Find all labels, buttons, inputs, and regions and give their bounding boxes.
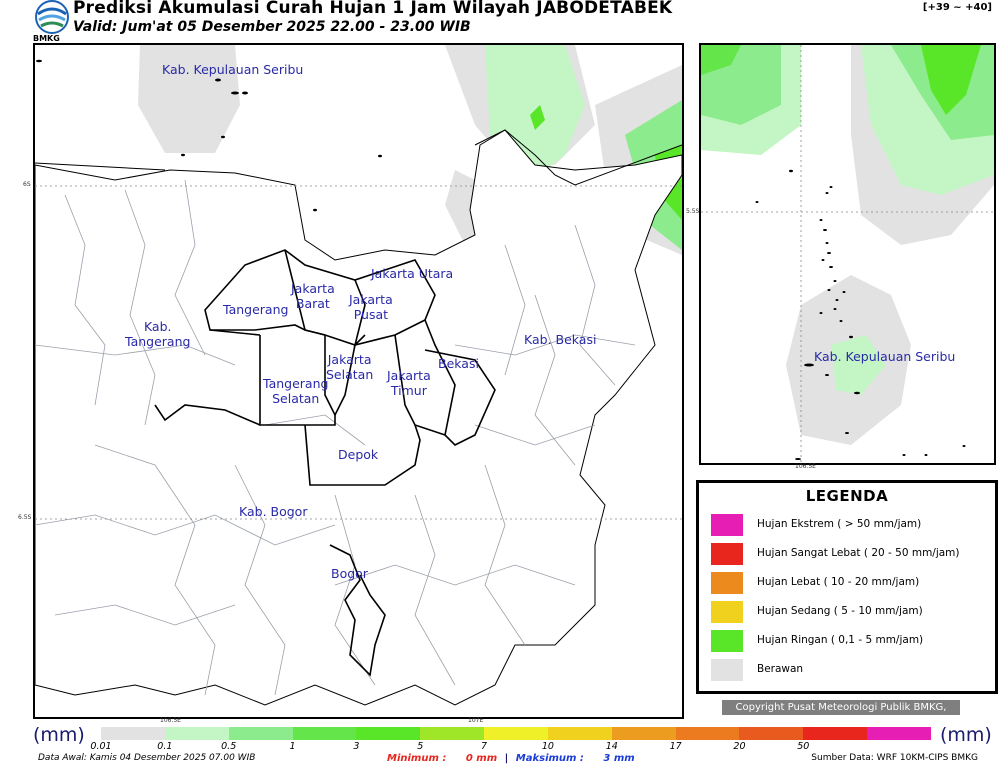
legend-item: Hujan Sangat Lebat ( 20 - 50 mm/jam) (711, 543, 991, 565)
maximum-value: 3 mm (603, 753, 635, 764)
cloud-area (138, 45, 240, 153)
colorbar-tick-label: 5 (417, 741, 424, 752)
colorbar-segment (228, 727, 293, 740)
colorbar-unit-right: (mm) (940, 724, 992, 746)
colorbar-segment (101, 727, 165, 740)
colorbar (101, 727, 931, 740)
legend-item: Hujan Lebat ( 10 - 20 mm/jam) (711, 572, 991, 594)
colorbar-segment (292, 727, 357, 740)
label-kab-bogor: Kab. Bogor (239, 504, 308, 519)
label-jakarta-barat: Jakarta Barat (291, 281, 335, 311)
colorbar-tick-label: 14 (605, 741, 618, 752)
legend-label: Hujan Ringan ( 0,1 - 5 mm/jam) (757, 634, 924, 646)
legend-label: Hujan Sangat Lebat ( 20 - 50 mm/jam) (757, 547, 960, 559)
inset-map[interactable]: Kab. Kepulauan Seribu (699, 43, 996, 465)
colorbar-unit-left: (mm) (33, 724, 85, 746)
colorbar-tick-label: 0.01 (90, 741, 112, 752)
legend-swatch (711, 543, 743, 565)
legend-swatch (711, 659, 743, 681)
label-kab-bekasi: Kab. Bekasi (524, 332, 597, 347)
legend-item: Hujan Sedang ( 5 - 10 mm/jam) (711, 601, 991, 623)
label-jakarta-selatan: Jakarta Selatan (326, 352, 374, 382)
label-bekasi: Bekasi (438, 356, 479, 371)
data-source: Sumber Data: WRF 10KM-CIPS BMKG (811, 753, 978, 763)
colorbar-segment (675, 727, 740, 740)
subdistrict-boundaries (35, 179, 636, 696)
inset-map-canvas (701, 45, 994, 463)
lat-tick: 6S (23, 181, 31, 188)
colorbar-segment (803, 727, 868, 740)
legend-label: Hujan Sedang ( 5 - 10 mm/jam) (757, 605, 923, 617)
colorbar-tick-label: 3 (353, 741, 360, 752)
colorbar-segment (164, 727, 229, 740)
logo-text: BMKG (33, 34, 60, 43)
legend-item: Berawan (711, 659, 991, 681)
main-map[interactable]: Kab. Kepulauan Seribu Jakarta Utara Jaka… (33, 43, 684, 719)
label-inset-kepulauan-seribu: Kab. Kepulauan Seribu (814, 349, 956, 364)
inset-lon-tick: 106.5E (795, 463, 816, 470)
label-kab-tangerang: Kab. Tangerang (125, 319, 191, 349)
islands (755, 169, 966, 460)
legend-swatch (711, 572, 743, 594)
bmkg-logo (33, 0, 71, 44)
colorbar-segment (867, 727, 931, 740)
legend-swatch (711, 601, 743, 623)
legend: LEGENDA Hujan Ekstrem ( > 50 mm/jam) Huj… (696, 480, 998, 694)
legend-swatch (711, 630, 743, 652)
inset-lat-tick: 5.5S (686, 208, 700, 215)
page-title: Prediksi Akumulasi Curah Hujan 1 Jam Wil… (73, 0, 673, 18)
colorbar-tick-label: 20 (733, 741, 746, 752)
city-boundaries (154, 249, 496, 677)
coastline (35, 129, 682, 186)
colorbar-segment (484, 727, 548, 740)
colorbar-segment (611, 727, 676, 740)
colorbar-segment (420, 727, 485, 740)
label-jakarta-utara: Jakarta Utara (371, 266, 454, 281)
legend-item: Hujan Ekstrem ( > 50 mm/jam) (711, 514, 991, 536)
lat-tick: 6.5S (18, 514, 32, 521)
forecast-range: [+39 ~ +40] (922, 2, 992, 13)
colorbar-tick-label: 50 (797, 741, 810, 752)
colorbar-segment (356, 727, 421, 740)
legend-swatch (711, 514, 743, 536)
lon-tick: 106.5E (160, 717, 181, 724)
light-rain-area (701, 45, 741, 75)
colorbar-tick-label: 0.5 (221, 741, 237, 752)
land-outline (35, 129, 682, 706)
legend-item: Hujan Ringan ( 0,1 - 5 mm/jam) (711, 630, 991, 652)
lon-tick: 107E (468, 717, 484, 724)
label-tangerang: Tangerang (223, 302, 289, 317)
colorbar-tick-label: 10 (541, 741, 554, 752)
legend-label: Hujan Ekstrem ( > 50 mm/jam) (757, 518, 922, 530)
colorbar-segment (547, 727, 612, 740)
legend-label: Hujan Lebat ( 10 - 20 mm/jam) (757, 576, 920, 588)
colorbar-segment (739, 727, 804, 740)
copyright-badge: Copyright Pusat Meteorologi Publik BMKG,… (722, 700, 960, 728)
colorbar-tick-label: 17 (669, 741, 682, 752)
legend-label: Berawan (757, 663, 804, 675)
label-depok: Depok (338, 447, 379, 462)
label-bogor: Bogor (331, 566, 368, 581)
label-kepulauan-seribu: Kab. Kepulauan Seribu (162, 62, 304, 77)
maximum-label: Maksimum : (515, 753, 584, 764)
label-jakarta-pusat: Jakarta Pusat (349, 292, 393, 322)
min-max-readout: Minimum : 0 mm | Maksimum : 3 mm (387, 753, 635, 764)
light-rain-area (530, 105, 545, 130)
graticule (701, 45, 994, 463)
valid-time: Valid: Jum'at 05 Desember 2025 22.00 - 2… (73, 19, 471, 35)
colorbar-tick-label: 0.1 (157, 741, 173, 752)
main-map-canvas (35, 45, 682, 706)
light-rain-area (831, 335, 886, 395)
colorbar-tick-label: 1 (289, 741, 296, 752)
minimum-label: Minimum : (387, 753, 447, 764)
label-tangerang-selatan: Tangerang Selatan (263, 376, 329, 406)
colorbar-tick-label: 7 (481, 741, 488, 752)
islands (36, 59, 382, 212)
light-rain-area (921, 45, 981, 115)
separator: | (504, 753, 509, 764)
label-jakarta-timur: Jakarta Timur (387, 368, 431, 398)
data-awal: Data Awal: Kamis 04 Desember 2025 07.00 … (38, 753, 256, 763)
legend-title: LEGENDA (805, 487, 889, 505)
minimum-value: 0 mm (465, 753, 498, 764)
